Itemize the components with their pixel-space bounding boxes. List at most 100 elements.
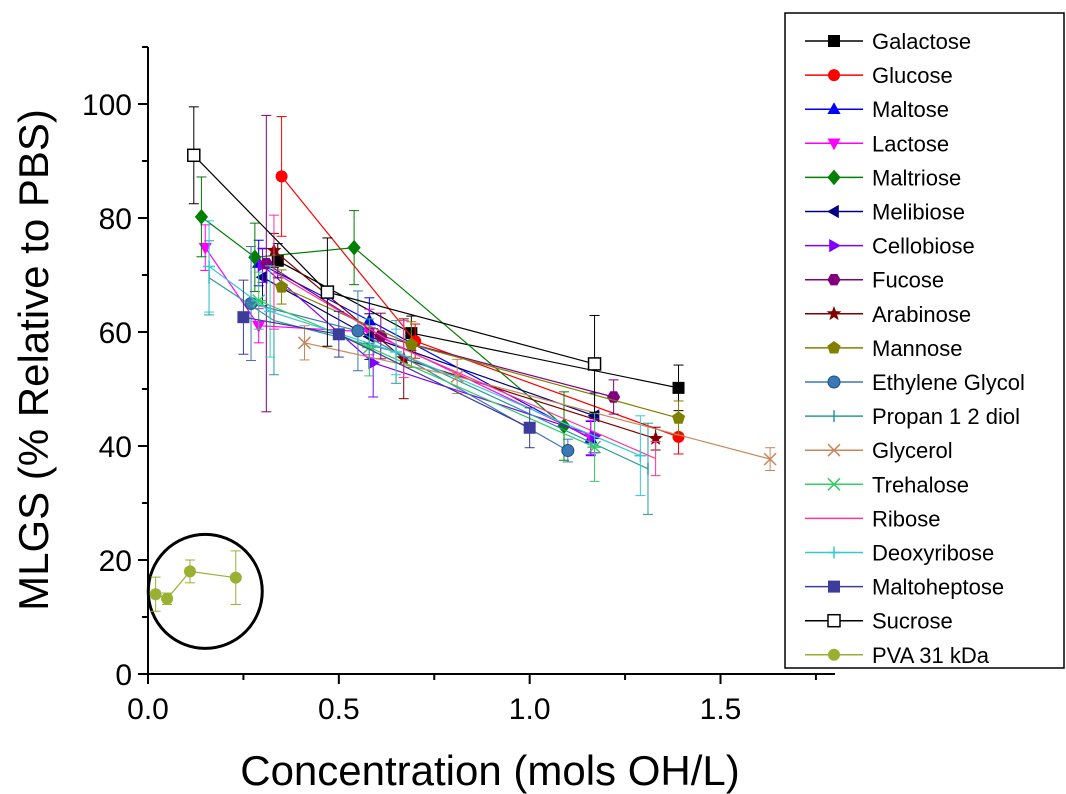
x-tick-label: 0.0 (127, 693, 169, 726)
data-point (275, 170, 288, 183)
series-galactose (271, 243, 685, 412)
x-tick-label: 1.5 (700, 693, 742, 726)
data-point (672, 411, 686, 424)
data-point (194, 209, 209, 225)
series-trehalose (251, 271, 602, 482)
legend-item: Maltose (805, 97, 949, 122)
series-ribose (268, 214, 661, 477)
legend-label: Maltose (872, 97, 949, 122)
data-point (347, 239, 361, 256)
data-point (320, 285, 335, 299)
series-glycerol (297, 325, 777, 472)
data-point (827, 375, 841, 389)
legend-label: Lactose (872, 131, 949, 156)
data-point (275, 280, 289, 293)
legend-label: Melibiose (872, 200, 965, 225)
data-point (351, 324, 365, 338)
marker-stroke (763, 452, 777, 466)
y-axis-label: MLGS (% Relative to PBS) (10, 109, 57, 611)
y-tick-label: 80 (99, 203, 132, 236)
y-tick-label: 100 (82, 89, 132, 122)
legend-item: Lactose (805, 131, 949, 156)
legend-item: Mannose (805, 336, 963, 361)
marker-stroke (827, 443, 841, 457)
data-point (829, 239, 841, 253)
legend-label: Propan 1 2 diol (872, 404, 1020, 429)
data-point (827, 102, 841, 114)
data-point (587, 440, 602, 454)
data-point (187, 148, 201, 163)
legend-item: PVA 31 kDa (805, 643, 990, 668)
x-tick-label: 0.5 (318, 693, 360, 726)
data-point (672, 381, 685, 394)
legend-item: Sucrose (805, 609, 953, 634)
series-line (155, 570, 236, 600)
x-tick-label: 1.0 (509, 693, 551, 726)
data-point (827, 204, 839, 219)
legend-item: Propan 1 2 diol (805, 404, 1020, 429)
legend-label: Deoxyribose (872, 541, 994, 566)
series-fucose (259, 114, 621, 415)
legend-label: Ribose (872, 506, 940, 531)
series-cellobiose (257, 247, 602, 454)
legend-item: Glycerol (805, 438, 953, 463)
data-point (255, 270, 268, 284)
data-point (827, 138, 841, 151)
data-point (827, 274, 841, 286)
legend-item: Glucose (805, 63, 953, 88)
data-point (826, 306, 842, 321)
data-point (264, 305, 277, 318)
series-line (258, 300, 595, 448)
legend-label: Cellobiose (872, 234, 975, 259)
legend-label: Fucose (872, 268, 944, 293)
data-point (828, 546, 840, 559)
data-point (589, 429, 602, 443)
legend-item: Maltoheptose (805, 575, 1004, 600)
legend-item: Ethylene Glycol (805, 370, 1025, 395)
legend-item: Arabinose (805, 302, 971, 327)
legend-label: Galactose (872, 29, 971, 54)
legend-box (784, 12, 1065, 669)
y-tick-label: 20 (99, 545, 132, 578)
series-mannose (275, 269, 686, 436)
marker-stroke (450, 369, 464, 383)
legend-item: Maltriose (805, 165, 961, 190)
series-maltoheptose (237, 279, 536, 449)
data-point (237, 311, 250, 324)
annotation-circle (146, 532, 264, 650)
data-point (251, 294, 266, 308)
series-line (201, 216, 565, 427)
data-point (390, 345, 403, 358)
legend-item: Trehalose (805, 472, 969, 497)
data-point (149, 588, 162, 601)
data-point (404, 337, 418, 351)
data-point (827, 341, 841, 354)
legend-item: Fucose (805, 268, 944, 293)
data-point (161, 592, 174, 605)
data-point (297, 336, 312, 350)
legend-label: Glucose (872, 63, 953, 88)
legend-label: Sucrose (872, 609, 953, 634)
data-point (229, 571, 242, 584)
series-line (204, 247, 591, 439)
y-tick-label: 40 (99, 431, 132, 464)
data-point (183, 565, 196, 578)
axes-layer: 0.0 0.5 1.0 1.5 0 20 40 60 80 100 (82, 46, 835, 726)
data-point (763, 452, 777, 466)
error-bar (650, 440, 661, 477)
x-axis-label: Concentration (mols OH/L) (240, 747, 740, 794)
data-point (198, 242, 212, 255)
legend-label: Glycerol (872, 438, 953, 463)
marker-stroke (297, 336, 312, 350)
data-point (827, 613, 841, 628)
data-point (827, 169, 841, 186)
data-point (827, 443, 841, 457)
data-point (332, 328, 345, 341)
legend-label: Ethylene Glycol (872, 370, 1025, 395)
legend-label: Mannose (872, 336, 963, 361)
series-line (258, 262, 591, 440)
data-point (248, 249, 262, 266)
series-line (277, 260, 679, 389)
series-sucrose (187, 106, 602, 413)
data-point (561, 444, 575, 458)
